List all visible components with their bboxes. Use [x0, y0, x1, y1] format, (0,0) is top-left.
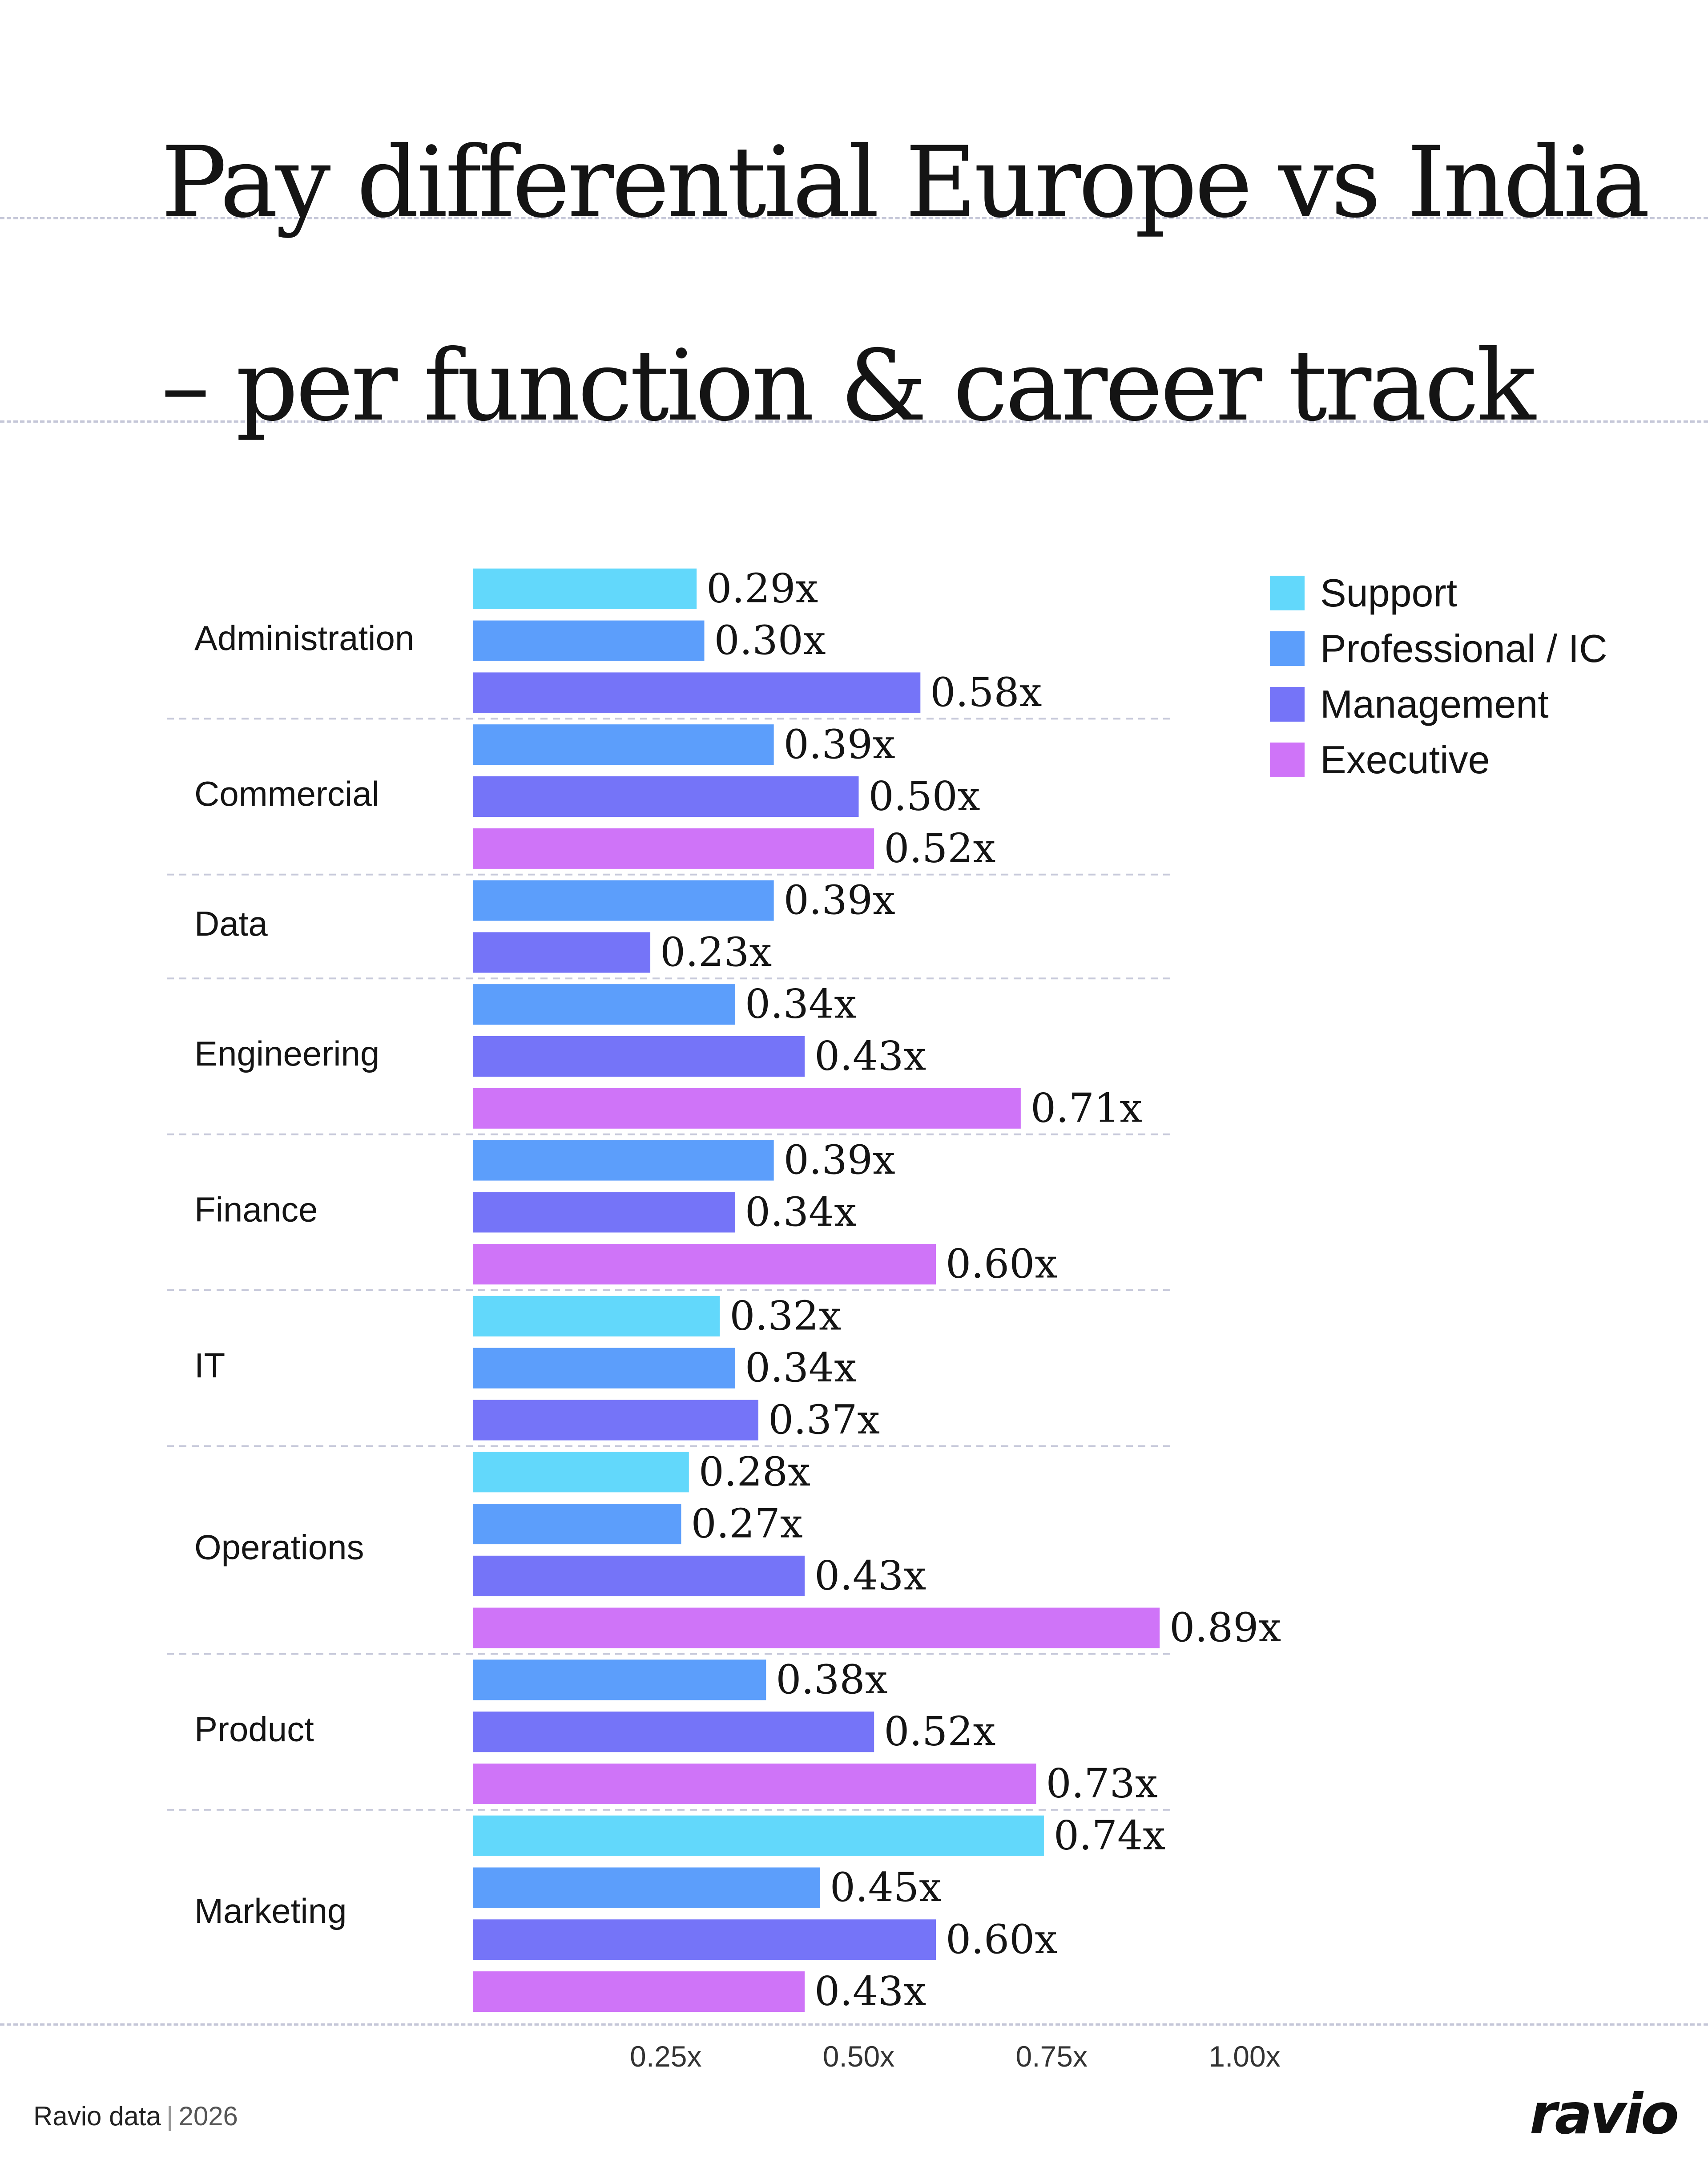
value-label-it-management: 0.37x — [768, 1397, 880, 1443]
value-label-engineering-professional: 0.34x — [745, 981, 857, 1028]
footer-year: 2026 — [178, 2101, 238, 2131]
bar-commercial-executive — [473, 828, 874, 869]
category-label-operations: Operations — [194, 1528, 364, 1567]
bar-operations-support — [473, 1452, 689, 1493]
bar-finance-professional — [473, 1140, 774, 1181]
value-label-product-management: 0.52x — [884, 1708, 995, 1755]
bar-product-executive — [473, 1763, 1036, 1805]
bar-engineering-professional — [473, 984, 735, 1025]
legend-item-professional: Professional / IC — [1270, 621, 1607, 676]
bar-administration-support — [473, 568, 697, 609]
chart-title-line-2: – per function & career track — [161, 329, 1536, 443]
title-guide-line-2 — [0, 420, 1708, 423]
bar-commercial-professional — [473, 724, 774, 765]
value-label-product-professional: 0.38x — [776, 1656, 887, 1703]
legend-label-executive: Executive — [1320, 737, 1490, 782]
value-label-product-executive: 0.73x — [1046, 1760, 1158, 1807]
legend-swatch-professional — [1270, 631, 1305, 666]
value-label-operations-executive: 0.89x — [1169, 1604, 1281, 1651]
bar-administration-management — [473, 672, 921, 713]
bar-data-professional — [473, 880, 774, 921]
value-label-finance-management: 0.34x — [745, 1189, 857, 1235]
value-label-administration-professional: 0.30x — [714, 617, 826, 664]
bar-administration-professional — [473, 620, 705, 661]
legend-item-management: Management — [1270, 676, 1607, 732]
value-label-operations-support: 0.28x — [699, 1449, 810, 1495]
bar-commercial-management — [473, 776, 859, 817]
category-label-product: Product — [194, 1709, 314, 1748]
legend-swatch-executive — [1270, 742, 1305, 777]
legend-label-management: Management — [1320, 682, 1549, 726]
value-label-data-management: 0.23x — [660, 929, 772, 976]
bar-data-management — [473, 932, 651, 973]
ravio-logo: ravio — [1529, 2082, 1679, 2147]
category-label-marketing: Marketing — [194, 1891, 346, 1930]
category-label-commercial: Commercial — [194, 774, 379, 813]
bar-marketing-professional — [473, 1867, 820, 1908]
bar-operations-management — [473, 1555, 805, 1596]
bar-engineering-management — [473, 1036, 805, 1077]
legend-swatch-management — [1270, 686, 1305, 722]
value-label-marketing-management: 0.60x — [946, 1916, 1057, 1963]
category-label-data: Data — [194, 904, 268, 943]
x-tick-label: 0.50x — [823, 2040, 894, 2073]
category-label-administration: Administration — [194, 618, 414, 658]
footer-guide-line — [0, 2023, 1708, 2026]
legend-label-support: Support — [1320, 570, 1458, 615]
footer-source-text: Ravio data — [33, 2101, 161, 2131]
title-guide-line-1 — [0, 217, 1708, 219]
bar-operations-professional — [473, 1503, 681, 1545]
value-label-data-professional: 0.39x — [784, 877, 895, 924]
bar-product-professional — [473, 1659, 766, 1700]
bar-marketing-management — [473, 1919, 936, 1960]
bar-finance-management — [473, 1192, 735, 1233]
value-label-finance-professional: 0.39x — [784, 1137, 895, 1183]
footer-separator: | — [166, 2101, 173, 2131]
bar-product-management — [473, 1712, 874, 1752]
value-label-it-professional: 0.34x — [745, 1344, 857, 1391]
bar-engineering-executive — [473, 1088, 1021, 1129]
legend-item-support: Support — [1270, 565, 1607, 621]
footer-source: Ravio data | 2026 — [33, 2101, 238, 2132]
bar-it-support — [473, 1296, 720, 1336]
value-label-administration-support: 0.29x — [706, 565, 818, 612]
chart-legend: Support Professional / IC Management Exe… — [1270, 565, 1607, 787]
bar-it-professional — [473, 1348, 735, 1389]
bar-it-management — [473, 1400, 758, 1441]
value-label-operations-management: 0.43x — [814, 1552, 926, 1599]
value-label-commercial-professional: 0.39x — [784, 721, 895, 768]
legend-item-executive: Executive — [1270, 732, 1607, 787]
value-label-it-support: 0.32x — [729, 1292, 841, 1339]
bar-operations-executive — [473, 1607, 1160, 1648]
value-label-engineering-executive: 0.71x — [1031, 1085, 1142, 1131]
value-label-engineering-management: 0.43x — [814, 1033, 926, 1079]
chart-title-line-1: Pay differential Europe vs India — [161, 125, 1650, 239]
bar-marketing-executive — [473, 1971, 805, 2012]
x-tick-label: 0.25x — [630, 2040, 701, 2073]
legend-label-professional: Professional / IC — [1320, 626, 1607, 670]
value-label-commercial-management: 0.50x — [869, 773, 980, 820]
category-label-engineering: Engineering — [194, 1034, 379, 1073]
legend-swatch-support — [1270, 575, 1305, 610]
category-label-it: IT — [194, 1346, 225, 1385]
x-tick-label: 1.00x — [1208, 2040, 1280, 2073]
bar-marketing-support — [473, 1815, 1044, 1856]
value-label-administration-management: 0.58x — [930, 669, 1042, 716]
value-label-marketing-professional: 0.45x — [830, 1864, 942, 1911]
x-tick-label: 0.75x — [1016, 2040, 1088, 2073]
value-label-finance-executive: 0.60x — [946, 1241, 1057, 1288]
category-label-finance: Finance — [194, 1190, 318, 1229]
value-label-marketing-executive: 0.43x — [814, 1968, 926, 2015]
value-label-commercial-executive: 0.52x — [884, 825, 995, 872]
value-label-operations-professional: 0.27x — [691, 1501, 802, 1547]
value-label-marketing-support: 0.74x — [1054, 1812, 1165, 1859]
bar-finance-executive — [473, 1244, 936, 1285]
